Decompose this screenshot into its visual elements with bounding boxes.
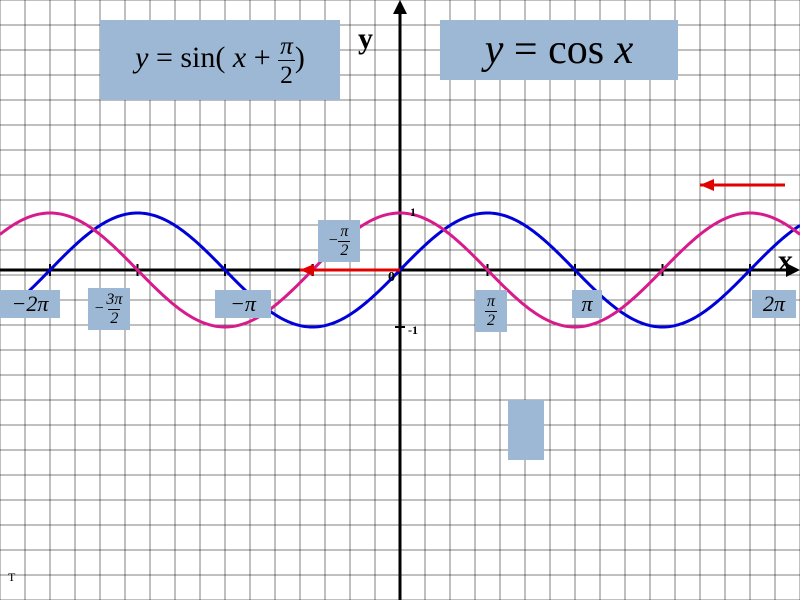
x-tick-box: −2π xyxy=(0,290,60,318)
x-tick-box: −π xyxy=(215,290,271,318)
x-tick-box: π2 xyxy=(475,290,507,332)
corner-t: T xyxy=(8,570,15,585)
origin-zero: 0 xyxy=(388,270,395,286)
formula-cos: y = cos x xyxy=(440,20,678,80)
x-tick-box: π xyxy=(572,290,602,318)
tick-neg-one: -1 xyxy=(408,323,418,338)
x-tick-box: 2π xyxy=(752,290,796,318)
x-axis-label: x xyxy=(778,244,793,278)
formula-sin: y = sin( x + π2) xyxy=(100,20,340,100)
trig-chart: y x 0 1 -1 −2π −3π2 −π −π2 π2 π 2π y = sin( x … xyxy=(0,0,800,600)
x-tick-box: −π2 xyxy=(318,220,360,262)
floating-box xyxy=(508,400,544,460)
tick-one: 1 xyxy=(410,205,416,220)
x-tick-box: −3π2 xyxy=(88,288,130,330)
y-axis-label: y xyxy=(358,22,373,56)
